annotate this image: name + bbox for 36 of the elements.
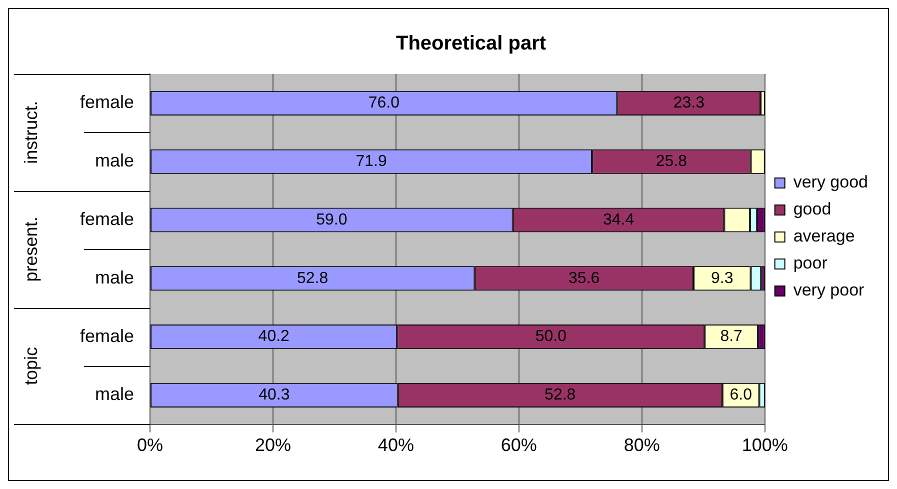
data-label: 34.4 xyxy=(602,211,634,228)
data-label: 9.3 xyxy=(710,270,734,287)
text: topic xyxy=(20,346,41,386)
y-tick-label: male xyxy=(95,384,134,404)
data-label: 52.8 xyxy=(297,270,328,287)
x-tick-label: 40% xyxy=(378,435,414,456)
data-label: 25.8 xyxy=(656,153,688,170)
data-label: 71.9 xyxy=(356,153,387,170)
x-tick-label: 100% xyxy=(742,435,788,456)
legend-label: very good xyxy=(793,172,868,192)
legend-label: poor xyxy=(793,254,828,273)
x-tick-label: 80% xyxy=(624,435,660,456)
data-label: 40.3 xyxy=(258,386,290,404)
data-label: 6.0 xyxy=(730,386,752,404)
data-label: 76.0 xyxy=(368,94,400,112)
x-tick-label: 60% xyxy=(500,435,537,456)
legend-label: good xyxy=(793,200,832,219)
data-label: 40.2 xyxy=(258,328,290,346)
y-tick-label: female xyxy=(80,208,134,229)
data-label: 59.0 xyxy=(316,211,348,228)
text: instruct. xyxy=(20,100,41,164)
y-tick-label: female xyxy=(80,92,134,112)
legend-label: very poor xyxy=(793,280,865,300)
data-label: 52.8 xyxy=(544,386,576,404)
data-label: 35.6 xyxy=(568,270,600,287)
x-tick-label: 0% xyxy=(137,435,164,456)
data-label: 8.7 xyxy=(720,328,743,346)
y-tick-label: male xyxy=(95,150,134,171)
x-tick-label: 20% xyxy=(254,435,292,456)
data-label: 23.3 xyxy=(673,94,705,112)
y-tick-label: male xyxy=(95,267,134,288)
data-label: 50.0 xyxy=(535,328,567,346)
text: present. xyxy=(20,216,41,282)
y-tick-label: female xyxy=(80,326,134,346)
legend-label: average xyxy=(793,226,855,246)
chart-title: Theoretical part xyxy=(396,32,546,55)
